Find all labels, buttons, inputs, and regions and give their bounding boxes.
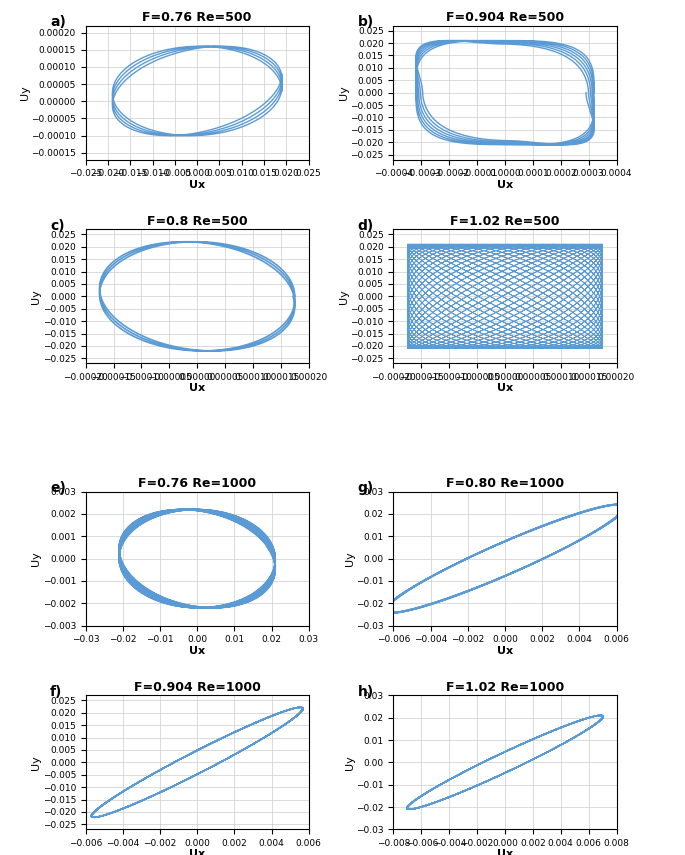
- Text: g): g): [358, 481, 374, 495]
- Text: h): h): [358, 685, 374, 699]
- Title: F=1.02 Re=1000: F=1.02 Re=1000: [446, 681, 564, 694]
- Y-axis label: Uy: Uy: [345, 551, 355, 566]
- X-axis label: Ux: Ux: [497, 180, 513, 190]
- Title: F=0.80 Re=1000: F=0.80 Re=1000: [446, 477, 564, 491]
- Y-axis label: Uy: Uy: [345, 755, 355, 770]
- Text: d): d): [358, 219, 374, 233]
- Title: F=0.904 Re=1000: F=0.904 Re=1000: [134, 681, 260, 694]
- X-axis label: Ux: Ux: [497, 646, 513, 656]
- Text: f): f): [50, 685, 62, 699]
- X-axis label: Ux: Ux: [497, 850, 513, 855]
- Title: F=0.76 Re=1000: F=0.76 Re=1000: [138, 477, 256, 491]
- Y-axis label: Uy: Uy: [339, 86, 349, 100]
- X-axis label: Ux: Ux: [189, 383, 205, 393]
- X-axis label: Ux: Ux: [497, 383, 513, 393]
- Y-axis label: Uy: Uy: [31, 289, 41, 304]
- X-axis label: Ux: Ux: [189, 180, 205, 190]
- Title: F=0.904 Re=500: F=0.904 Re=500: [446, 11, 564, 25]
- Title: F=0.8 Re=500: F=0.8 Re=500: [147, 215, 247, 228]
- Y-axis label: Uy: Uy: [20, 86, 29, 100]
- Text: a): a): [50, 15, 66, 29]
- Title: F=1.02 Re=500: F=1.02 Re=500: [450, 215, 560, 228]
- Y-axis label: Uy: Uy: [31, 551, 41, 566]
- Y-axis label: Uy: Uy: [31, 755, 41, 770]
- Text: b): b): [358, 15, 374, 29]
- Text: e): e): [50, 481, 66, 495]
- X-axis label: Ux: Ux: [189, 646, 205, 656]
- Title: F=0.76 Re=500: F=0.76 Re=500: [142, 11, 252, 25]
- Y-axis label: Uy: Uy: [339, 289, 349, 304]
- Text: c): c): [50, 219, 64, 233]
- X-axis label: Ux: Ux: [189, 850, 205, 855]
